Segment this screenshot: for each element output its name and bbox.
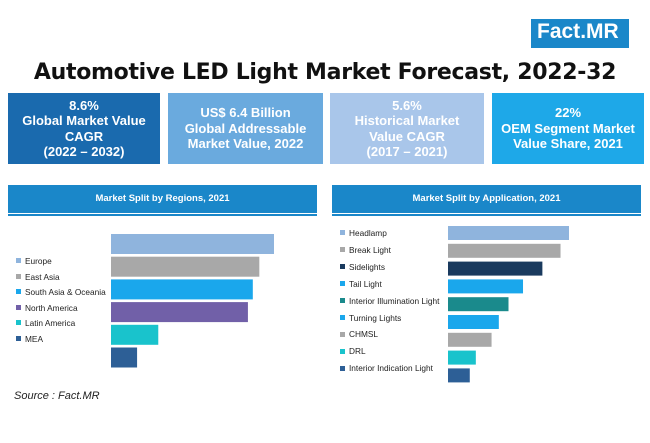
kpi-1-line2: Global Market Value — [22, 113, 146, 128]
application-bar-tail-light — [448, 279, 524, 294]
kpi-box-3: 5.6% Historical Market Value CAGR (2017 – 2… — [330, 93, 484, 164]
region-legend-item: Europe — [16, 256, 52, 266]
region-bar-south-asia-oceania — [111, 279, 253, 300]
kpi-1-line1: 8.6% — [69, 97, 99, 113]
region-legend-item: South Asia & Oceania — [16, 287, 106, 297]
application-legend-item: Interior Indication Light — [340, 363, 433, 373]
application-legend-label: Headlamp — [349, 228, 387, 238]
kpi-3-line2: Historical Market — [354, 113, 460, 128]
region-bar-east-asia — [111, 256, 260, 277]
application-legend-label: DRL — [349, 346, 366, 357]
region-legend-swatch — [16, 335, 21, 341]
kpi-3-line1: 5.6% — [392, 97, 422, 113]
application-legend-item: Turning Lights — [340, 313, 401, 323]
kpi-4-line3: Value Share, 2021 — [513, 136, 623, 152]
region-legend-label: East Asia — [25, 271, 60, 282]
kpi-2-line1: US$ 6.4 Billion — [200, 105, 291, 121]
fact-mr-logo: Fact.MR — [531, 19, 629, 48]
application-legend-swatch — [340, 230, 345, 236]
application-bar-drl — [448, 350, 476, 365]
region-legend-label: Latin America — [25, 318, 76, 328]
application-bar-break-light — [448, 243, 561, 258]
application-legend-item: Tail Light — [340, 279, 382, 289]
logo-underline — [531, 45, 629, 48]
region-legend-swatch — [16, 320, 21, 326]
kpi-3-line3: Value CAGR — [369, 128, 445, 144]
kpi-1-line3: CAGR — [64, 128, 104, 144]
page-title: Automotive LED Light Market Forecast, 20… — [33, 60, 617, 85]
kpi-4-line2: OEM Segment Market — [501, 120, 635, 136]
regions-panel-header: Market Split by Regions, 2021 — [8, 185, 317, 216]
logo-text: Fact — [537, 20, 581, 43]
application-legend-label: CHMSL — [349, 329, 379, 340]
region-legend-swatch — [16, 273, 21, 279]
application-bar-turning-lights — [448, 315, 499, 329]
logo-suffix: .MR — [580, 20, 619, 43]
region-legend-item: MEA — [16, 334, 43, 344]
kpi-1-line4: (2022 – 2032) — [43, 144, 125, 159]
application-bar-chmsl — [448, 332, 492, 347]
region-bar-north-america — [111, 302, 248, 323]
application-legend-swatch — [340, 365, 345, 371]
application-legend-item: DRL — [340, 346, 366, 356]
region-bar-latin-america — [111, 324, 159, 345]
application-legend-label: Interior Indication Light — [349, 363, 433, 374]
application-bar-interior-indication-light — [448, 368, 470, 383]
kpi-4-line1: 22% — [554, 105, 582, 121]
region-legend-label: Europe — [25, 256, 52, 266]
region-legend-item: East Asia — [16, 272, 60, 282]
region-legend-item: North America — [16, 303, 78, 313]
region-legend-swatch — [16, 304, 21, 310]
application-legend-item: Headlamp — [340, 228, 387, 238]
application-legend-label: Sidelights — [349, 261, 385, 272]
application-legend-swatch — [340, 314, 345, 320]
application-legend-label: Tail Light — [349, 278, 382, 289]
application-legend-item: CHMSL — [340, 329, 378, 339]
source-note: Source : Fact.MR — [14, 390, 100, 402]
application-legend-item: Break Light — [340, 245, 391, 255]
kpi-2-line2: Global Addressable — [184, 120, 307, 136]
application-legend-item: Sidelights — [340, 262, 385, 272]
application-legend-swatch — [340, 281, 345, 286]
application-legend-swatch — [340, 331, 345, 337]
kpi-box-4: 22% OEM Segment Market Value Share, 2021 — [492, 93, 644, 164]
region-bar-europe — [111, 234, 274, 254]
kpi-box-1: 8.6% Global Market Value CAGR (2022 – 2032) — [8, 93, 160, 164]
kpi-2-line3: Market Value, 2022 — [187, 136, 304, 152]
application-legend-swatch — [340, 348, 345, 354]
region-legend-label: South Asia & Oceania — [25, 287, 106, 297]
application-legend-swatch — [340, 297, 345, 303]
region-legend-swatch — [16, 289, 21, 295]
application-legend-label: Turning Lights — [349, 312, 402, 323]
application-legend-swatch — [340, 247, 345, 253]
application-bar-interior-illumination-light — [448, 297, 509, 312]
application-legend-label: Break Light — [349, 244, 391, 255]
application-bar-headlamp — [448, 226, 569, 240]
region-legend-swatch — [16, 258, 21, 264]
region-legend-item: Latin America — [16, 318, 75, 328]
kpi-3-line4: (2017 – 2021) — [366, 144, 448, 159]
kpi-box-2: US$ 6.4 Billion Global Addressable Market … — [168, 93, 323, 164]
application-legend-swatch — [340, 264, 345, 270]
region-legend-label: North America — [25, 302, 78, 313]
application-panel-header: Market Split by Application, 2021 — [332, 185, 641, 216]
application-legend-item: Interior Illumination Light — [340, 296, 439, 306]
region-bar-mea — [111, 347, 138, 368]
region-legend-label: MEA — [25, 333, 43, 344]
application-legend-label: Interior Illumination Light — [349, 295, 440, 306]
application-bar-sidelights — [448, 261, 543, 276]
